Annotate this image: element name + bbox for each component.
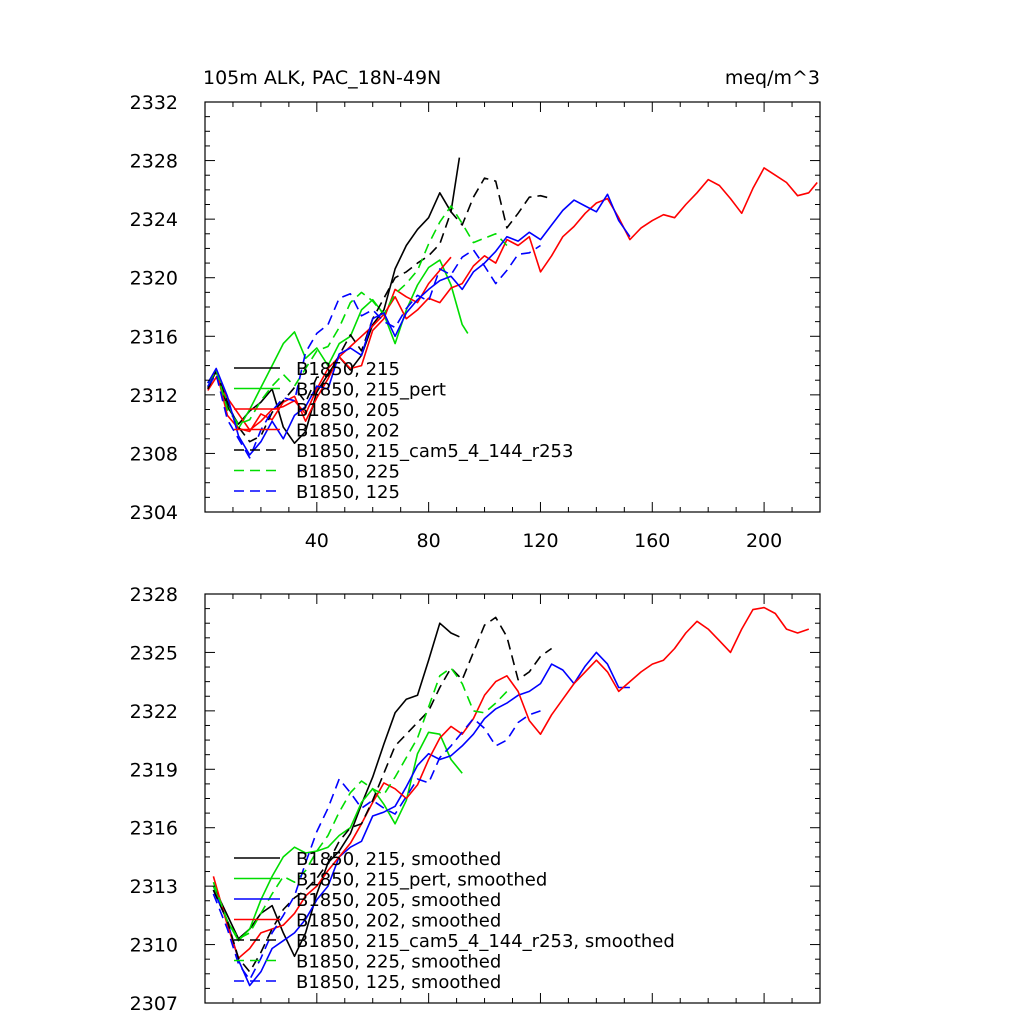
x-tick-label: 160	[634, 530, 670, 552]
y-tick-label: 2307	[130, 993, 178, 1015]
y-tick-label: 2316	[130, 326, 178, 348]
y-tick-label: 2310	[130, 935, 178, 957]
legend-label: B1850, 205	[296, 400, 400, 421]
legend-label: B1850, 215, smoothed	[296, 849, 501, 870]
top-panel: 2304 2308 2312 2316 2320 2324 2328 2332 40 80 120 1…	[130, 67, 821, 552]
legend-label: B1850, 125	[296, 482, 400, 503]
series-line-6	[207, 205, 508, 425]
x-tick-label: 40	[305, 530, 329, 552]
series-line-5	[207, 177, 552, 443]
series-line-3	[212, 651, 630, 987]
chart-title: 105m ALK, PAC_18N-49N	[203, 67, 441, 89]
series-line-5	[212, 616, 553, 973]
x-tick-label: 200	[746, 530, 782, 552]
units-label: meq/m^3	[725, 67, 820, 89]
legend-label: B1850, 202	[296, 421, 400, 442]
legend-label: B1850, 205, smoothed	[296, 890, 501, 911]
legend-label: B1850, 225, smoothed	[296, 952, 501, 973]
y-tick-label: 2316	[130, 818, 178, 840]
legend-label: B1850, 225	[296, 462, 400, 483]
legend-label: B1850, 202, smoothed	[296, 911, 501, 932]
x-tick-label: 80	[417, 530, 441, 552]
y-tick-label: 2324	[130, 209, 178, 231]
legend-label: B1850, 215	[296, 359, 400, 380]
y-tick-label: 2312	[130, 385, 178, 407]
bottom-panel: 2307 2310 2313 2316 2319 2322 2325 2328 B1850, 2…	[130, 584, 821, 1015]
series-line-4	[212, 606, 810, 959]
series-line-6	[212, 667, 508, 940]
y-tick-label: 2319	[130, 759, 178, 781]
series-line-2	[212, 731, 463, 942]
y-tick-label: 2322	[130, 701, 178, 723]
series-group	[212, 606, 810, 987]
series-line-1	[212, 622, 460, 958]
y-tick-label: 2332	[130, 92, 178, 114]
legend-label: B1850, 215_cam5_4_144_r253, smoothed	[296, 931, 675, 952]
legend-label: B1850, 125, smoothed	[296, 972, 501, 993]
y-tick-label: 2313	[130, 876, 178, 898]
y-tick-label: 2308	[130, 443, 178, 465]
series-line-8	[207, 193, 631, 456]
series-line-4	[207, 256, 452, 433]
legend-label: B1850, 215_pert	[296, 380, 446, 401]
x-tick-label: 120	[522, 530, 558, 552]
legend-label: B1850, 215_cam5_4_144_r253	[296, 441, 573, 462]
y-tick-label: 2325	[130, 642, 178, 664]
series-line-3	[207, 167, 818, 431]
y-tick-label: 2304	[130, 502, 178, 524]
y-tick-label: 2328	[130, 151, 178, 173]
series-line-7	[212, 710, 541, 981]
y-tick-label: 2328	[130, 584, 178, 606]
legend-label: B1850, 215_pert, smoothed	[296, 870, 547, 891]
y-tick-label: 2320	[130, 268, 178, 290]
